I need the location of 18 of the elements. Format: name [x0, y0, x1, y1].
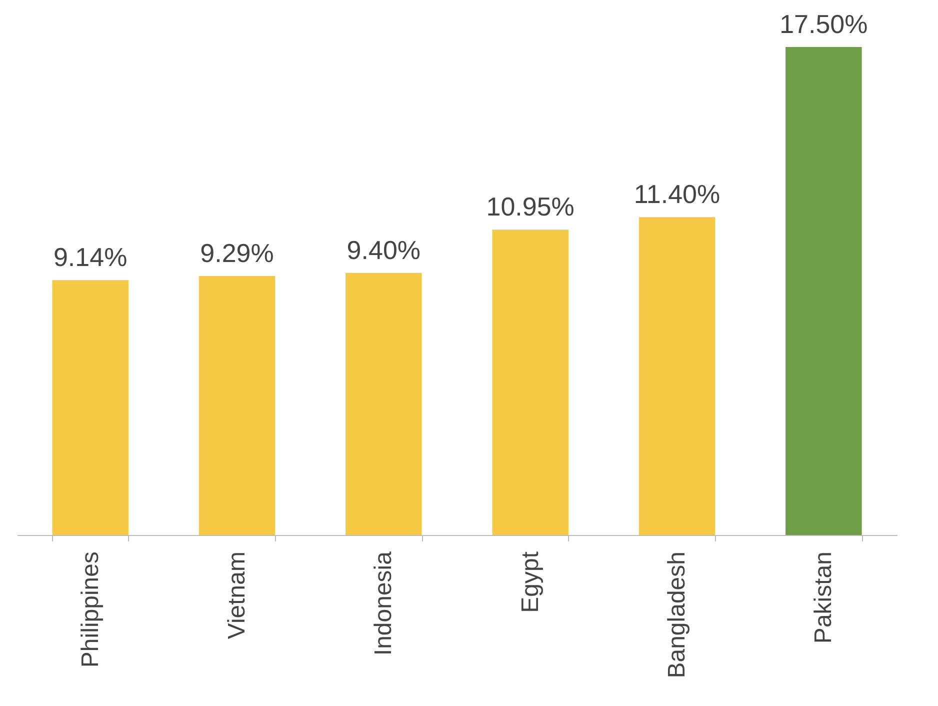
bar [638, 217, 716, 535]
bar [786, 47, 862, 535]
data-label: 10.95% [486, 192, 574, 222]
x-tick-label: Bangladesh [664, 552, 690, 678]
bar [492, 230, 568, 535]
bar [52, 280, 128, 535]
x-tick-label: Pakistan [810, 552, 838, 644]
data-label: 17.50% [780, 9, 868, 39]
x-tick-label: Philippines [76, 552, 104, 668]
x-tick-label: Vietnam [224, 552, 250, 640]
x-tick-label: Egypt [516, 551, 544, 613]
data-label: 9.29% [200, 238, 274, 268]
bar [198, 276, 276, 535]
data-label: 9.14% [53, 242, 128, 272]
data-label: 11.40% [634, 179, 720, 210]
data-label: 9.40% [346, 234, 421, 265]
bar [346, 272, 422, 535]
x-tick-label: Indonesia [370, 550, 398, 656]
